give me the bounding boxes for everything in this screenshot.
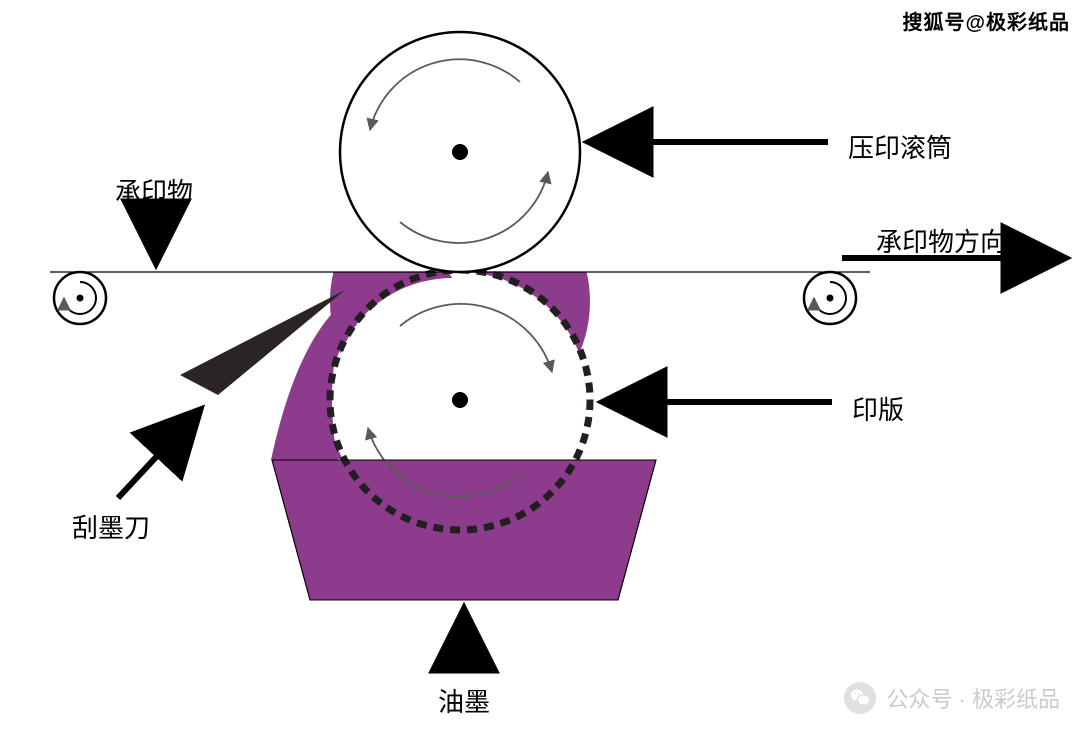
label-substrate: 承印物 — [115, 172, 193, 209]
label-substrate-direction: 承印物方向 — [876, 222, 1006, 259]
diagram-stage: 压印滚筒 承印物 承印物方向 印版 刮墨刀 油墨 搜狐号@极彩纸品 公众号 · … — [0, 0, 1080, 740]
label-plate: 印版 — [852, 390, 904, 427]
watermark-top: 搜狐号@极彩纸品 — [902, 6, 1070, 35]
arrow-blade — [118, 412, 198, 498]
wechat-icon — [844, 682, 876, 714]
watermark-bottom: 公众号 · 极彩纸品 — [844, 682, 1060, 714]
guide-roller-right — [804, 272, 856, 324]
guide-roller-left — [54, 272, 106, 324]
diagram-svg — [0, 0, 1080, 740]
watermark-bottom-text: 公众号 · 极彩纸品 — [886, 682, 1060, 714]
label-impression-cylinder: 压印滚筒 — [848, 128, 952, 165]
label-blade: 刮墨刀 — [72, 508, 150, 545]
label-ink: 油墨 — [438, 682, 490, 719]
